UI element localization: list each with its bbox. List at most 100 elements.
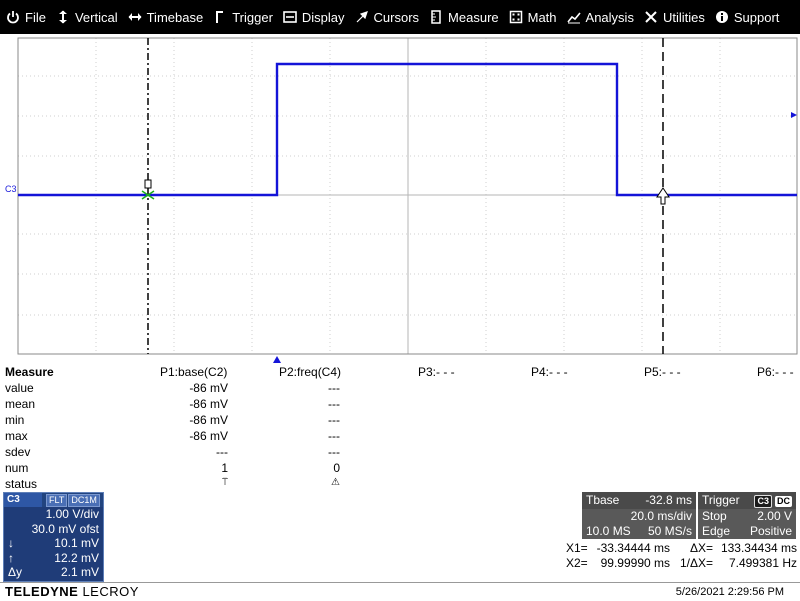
measure-table: Measure P1:base(C2) P2:freq(C4) P3:- - -… bbox=[0, 364, 800, 492]
menu-file-label: File bbox=[25, 9, 46, 25]
cursor-dx-value: 133.34434 ms bbox=[720, 541, 797, 555]
trigger-title: Trigger bbox=[702, 493, 740, 507]
menu-trigger-label: Trigger bbox=[232, 9, 273, 25]
menu-timebase[interactable]: Timebase bbox=[122, 0, 208, 34]
menu-vertical[interactable]: Vertical bbox=[50, 0, 122, 34]
param-p5[interactable]: P5:- - - bbox=[644, 365, 681, 379]
menu-cursors-label: Cursors bbox=[373, 9, 420, 25]
measure-row-label: min bbox=[5, 413, 25, 427]
calculator-icon bbox=[509, 10, 523, 24]
measure-row: min -86 mV --- bbox=[0, 413, 800, 429]
measure-p1-value: 1 bbox=[221, 461, 228, 475]
cursor-x1-label: X1= bbox=[566, 541, 588, 555]
cursor-icon bbox=[355, 10, 369, 24]
brand-logo: TELEDYNE LECROY bbox=[5, 584, 139, 599]
menu-cursors[interactable]: Cursors bbox=[349, 0, 424, 34]
channel-c3-label[interactable]: C3 bbox=[5, 184, 17, 194]
measure-row: mean -86 mV --- bbox=[0, 397, 800, 413]
measure-row: max -86 mV --- bbox=[0, 429, 800, 445]
c3-name: C3 bbox=[4, 493, 42, 507]
menu-trigger[interactable]: Trigger bbox=[207, 0, 277, 34]
c3-dy-row: Δy 2.1 mV bbox=[4, 565, 103, 580]
param-p1[interactable]: P1:base(C2) bbox=[160, 365, 228, 379]
info-icon bbox=[715, 10, 729, 24]
menu-analysis[interactable]: Analysis bbox=[561, 0, 638, 34]
channel-c3-descriptor[interactable]: C3 FLT DC1M 1.00 V/div 30.0 mV ofst ↓ 10… bbox=[3, 492, 104, 582]
param-p6[interactable]: P6:- - - bbox=[757, 365, 794, 379]
timebase-sample-row: 10.0 MS 50 MS/s bbox=[582, 524, 696, 539]
c3-filter-badge: FLT bbox=[46, 493, 68, 507]
cursor-x2-label: X2= bbox=[566, 556, 588, 570]
cursor-x1-marker bbox=[141, 179, 155, 200]
c3-offset-row: 30.0 mV ofst bbox=[4, 522, 103, 537]
param-p2[interactable]: P2:freq(C4) bbox=[279, 365, 342, 379]
measure-icon bbox=[429, 10, 443, 24]
cursor-dx-label: ΔX= bbox=[690, 541, 714, 555]
timebase-rate: 50 MS/s bbox=[647, 524, 692, 538]
timebase-descriptor[interactable]: Tbase -32.8 ms 20.0 ms/div 10.0 MS 50 MS… bbox=[582, 492, 696, 539]
param-p3[interactable]: P3:- - - bbox=[418, 365, 455, 379]
cursor-x2-marker bbox=[656, 187, 670, 205]
timebase-header: Tbase -32.8 ms bbox=[582, 492, 696, 509]
trigger-descriptor[interactable]: Trigger C3 DC Stop 2.00 V Edge Positive bbox=[698, 492, 796, 539]
measure-p1-value: -86 mV bbox=[189, 413, 228, 427]
trigger-type-row: Edge Positive bbox=[698, 524, 796, 539]
measure-p2-value: --- bbox=[328, 429, 340, 443]
measure-p2-value: --- bbox=[328, 381, 340, 395]
trigger-slope: Positive bbox=[749, 524, 792, 538]
measure-p1-value: -86 mV bbox=[189, 429, 228, 443]
menu-file[interactable]: File bbox=[0, 0, 50, 34]
menu-math[interactable]: Math bbox=[503, 0, 561, 34]
date-time: 5/26/2021 2:29:56 PM bbox=[675, 586, 784, 598]
measure-p2-value: 0 bbox=[333, 461, 340, 475]
c3-vdiv-row: 1.00 V/div bbox=[4, 507, 103, 522]
menu-timebase-label: Timebase bbox=[146, 9, 204, 25]
horizontal-arrows-icon bbox=[128, 10, 142, 24]
measure-p2-value: --- bbox=[328, 445, 340, 459]
c3-offset: 30.0 mV ofst bbox=[31, 521, 99, 536]
menu-analysis-label: Analysis bbox=[585, 9, 634, 25]
chart-icon bbox=[566, 10, 581, 24]
timebase-div: 20.0 ms/div bbox=[630, 509, 692, 523]
trigger-mode: Stop bbox=[702, 509, 727, 523]
measure-row: status ⍡ ⚠ bbox=[0, 477, 800, 493]
waveform-grid bbox=[17, 37, 798, 363]
measure-p2-value: --- bbox=[328, 413, 340, 427]
status-warning-icon: ⚠ bbox=[331, 477, 340, 488]
timebase-title: Tbase bbox=[586, 493, 620, 507]
status-bar: TELEDYNE LECROY 5/26/2021 2:29:56 PM bbox=[0, 582, 800, 601]
menu-utilities[interactable]: Utilities bbox=[638, 0, 709, 34]
menu-measure[interactable]: Measure bbox=[423, 0, 503, 34]
measure-title: Measure bbox=[5, 365, 54, 379]
menu-bar: File Vertical Timebase Trigger Display C… bbox=[0, 0, 800, 34]
menu-display[interactable]: Display bbox=[277, 0, 349, 34]
up-arrow-icon: ↑ bbox=[8, 550, 14, 565]
param-p4[interactable]: P4:- - - bbox=[531, 365, 568, 379]
down-arrow-icon: ↓ bbox=[8, 536, 14, 550]
measure-row-label: mean bbox=[5, 397, 36, 411]
c3-down-row: ↓ 10.1 mV bbox=[4, 536, 103, 551]
measure-row-label: num bbox=[5, 461, 29, 475]
c3-dy-value: 2.1 mV bbox=[60, 565, 99, 579]
c3-up-value: 12.2 mV bbox=[54, 550, 99, 565]
menu-support[interactable]: Support bbox=[709, 0, 784, 34]
status-ok-icon: ⍡ bbox=[222, 477, 228, 488]
measure-p1-value: -86 mV bbox=[189, 397, 228, 411]
trigger-type: Edge bbox=[702, 524, 731, 538]
power-icon bbox=[6, 10, 20, 24]
c3-coupling-badge: DC1M bbox=[68, 493, 100, 507]
waveform-area[interactable]: C3 bbox=[0, 34, 800, 364]
grid-lines bbox=[18, 38, 797, 354]
brand-logo-rest: LECROY bbox=[78, 584, 139, 599]
trigger-coupling-badge: DC bbox=[775, 496, 792, 507]
measure-p1-value: --- bbox=[216, 445, 228, 459]
measure-row-label: status bbox=[5, 477, 38, 491]
measure-row: num 1 0 bbox=[0, 461, 800, 477]
trigger-source-badge: C3 bbox=[754, 495, 772, 508]
menu-math-label: Math bbox=[527, 9, 557, 25]
measure-row: sdev --- --- bbox=[0, 445, 800, 461]
measure-row-label: value bbox=[5, 381, 34, 395]
measure-row-label: sdev bbox=[5, 445, 31, 459]
trigger-level: 2.00 V bbox=[757, 509, 792, 523]
trigger-level-marker bbox=[791, 112, 797, 118]
